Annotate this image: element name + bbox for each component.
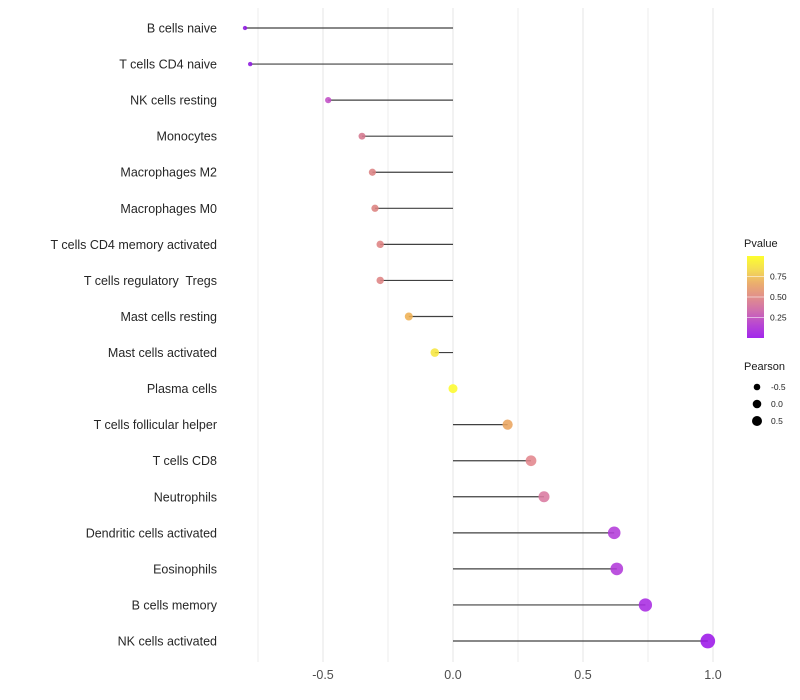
x-axis-tick-label: 0.5	[574, 668, 591, 682]
y-axis-label: T cells CD4 memory activated	[51, 238, 218, 252]
lollipop-dot	[368, 168, 377, 176]
legend-pearson-dot	[752, 416, 762, 426]
y-axis-label: Mast cells resting	[120, 310, 217, 324]
lollipop-dot	[404, 312, 413, 321]
lollipop-dot	[607, 526, 621, 540]
x-axis-tick-label: 0.0	[444, 668, 461, 682]
lollipop-dot	[538, 491, 550, 503]
legend-group: Pvalue 0.75 0.50 0.25 Pearson -0.5 0.0 0.5	[744, 238, 787, 426]
lollipop-dot	[638, 598, 653, 612]
y-axis-label: T cells CD8	[153, 454, 217, 468]
lollipop-dot	[358, 132, 366, 140]
y-axis-label: Neutrophils	[154, 490, 217, 504]
y-axis-label: T cells CD4 naive	[119, 58, 217, 72]
lollipop-dot	[502, 419, 513, 430]
lollipop-dot	[371, 204, 379, 212]
legend-pearson-dot	[753, 383, 761, 391]
gridlines-group	[257, 8, 714, 662]
lollipop-dots-group	[242, 25, 716, 649]
lollipop-dot	[610, 562, 624, 576]
legend-pvalue-tick-label: 0.50	[770, 292, 787, 302]
y-axis-label: B cells naive	[147, 22, 217, 36]
y-axis-label: Plasma cells	[147, 382, 217, 396]
lollipop-dot	[448, 384, 458, 394]
y-axis-label: T cells regulatory Tregs	[84, 274, 217, 288]
x-axis-group: -0.5 0.0 0.5 1.0	[312, 668, 722, 682]
lollipop-dot	[700, 633, 716, 649]
y-axis-label: B cells memory	[132, 598, 218, 612]
legend-pvalue-tick-label: 0.75	[770, 272, 787, 282]
y-axis-label: Monocytes	[157, 130, 217, 144]
y-axis-label: Eosinophils	[153, 562, 217, 576]
lollipop-dot	[525, 455, 537, 467]
legend-pearson-label: -0.5	[771, 382, 786, 392]
y-axis-label: NK cells resting	[130, 94, 217, 108]
y-axis-labels-group: B cells naive T cells CD4 naive NK cells r…	[51, 22, 218, 649]
legend-pearson-title: Pearson	[744, 361, 785, 373]
y-axis-label: T cells follicular helper	[94, 418, 217, 432]
legend-pvalue-title: Pvalue	[744, 238, 778, 250]
y-axis-label: Dendritic cells activated	[86, 526, 217, 540]
lollipop-sticks-group	[245, 27, 708, 642]
y-axis-label: Macrophages M0	[120, 202, 217, 216]
legend-pearson-dot	[752, 399, 762, 409]
y-axis-label: Mast cells activated	[108, 346, 217, 360]
x-axis-tick-label: -0.5	[312, 668, 334, 682]
x-axis-tick-label: 1.0	[704, 668, 721, 682]
y-axis-label: NK cells activated	[118, 635, 217, 649]
legend-pearson-label: 0.5	[771, 416, 783, 426]
y-axis-label: Macrophages M2	[120, 166, 217, 180]
lollipop-dot	[247, 61, 253, 67]
legend-pvalue-tick-label: 0.25	[770, 313, 787, 323]
lollipop-dot	[242, 25, 248, 31]
lollipop-dot	[325, 97, 332, 104]
lollipop-dot	[376, 276, 384, 285]
lollipop-dot	[430, 348, 440, 357]
lollipop-dot	[376, 240, 384, 249]
legend-pearson-label: 0.0	[771, 399, 783, 409]
